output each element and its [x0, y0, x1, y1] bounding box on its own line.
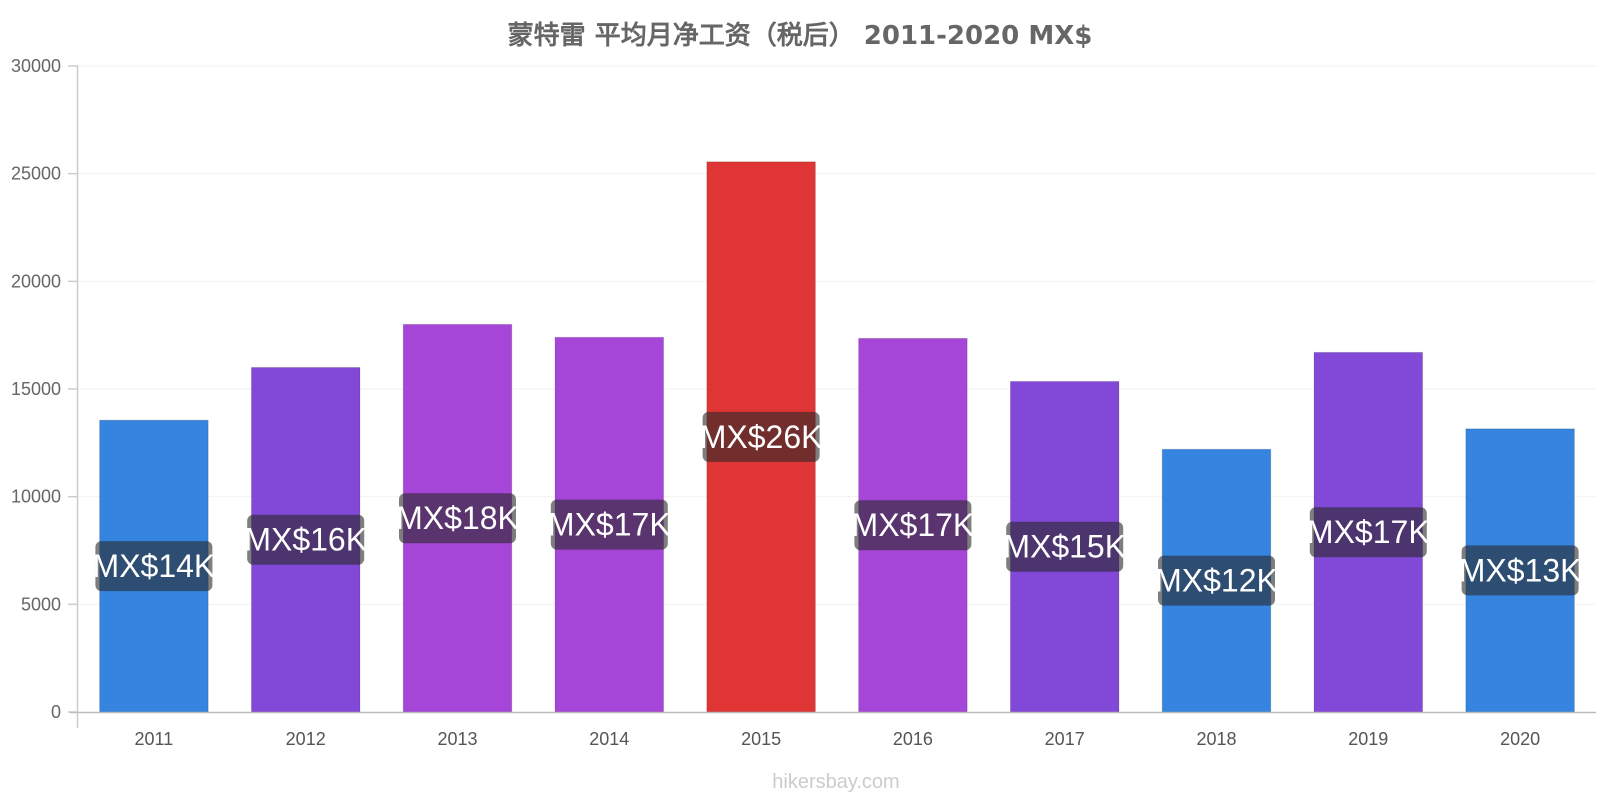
- bars: [99, 161, 1575, 713]
- y-tick-label: 30000: [11, 56, 61, 76]
- data-label-box: [550, 499, 668, 550]
- y-tick-label: 20000: [11, 271, 61, 291]
- x-tick-label: 2012: [286, 729, 326, 749]
- x-tick-label: 2014: [589, 729, 629, 749]
- data-labels: MX$14K MX$16K MX$18K MX$17K MX$26K MX$17K MX$1…: [93, 411, 1582, 606]
- chart-title: 蒙特雷 平均月净工资（税后） 2011-2020 MX$: [508, 20, 1093, 51]
- x-tick-label: 2016: [893, 729, 933, 749]
- source-credit: hikersbay.com: [772, 771, 899, 793]
- x-tick-label: 2017: [1045, 729, 1085, 749]
- data-label-box: [854, 500, 972, 551]
- data-label: MX$16K: [244, 522, 367, 558]
- data-label-box: [1309, 507, 1427, 558]
- data-label-box: [702, 411, 820, 462]
- x-tick-label: 2018: [1196, 729, 1236, 749]
- data-label-box: [1006, 521, 1124, 572]
- x-axis-ticks: 2011 2012 2013 2014 2015 2016 2017 2018 2019 2020: [135, 729, 1541, 749]
- y-tick-label: 25000: [11, 164, 61, 184]
- data-label-box: [247, 514, 365, 565]
- y-tick-label: 15000: [11, 379, 61, 399]
- data-label: MX$17K: [852, 507, 975, 543]
- y-axis-ticks: 0 5000 10000 15000 20000 25000 30000: [11, 56, 78, 722]
- data-label-box: [1158, 555, 1275, 606]
- x-tick-label: 2020: [1500, 729, 1540, 749]
- y-tick-label: 5000: [21, 594, 61, 614]
- data-label: MX$13K: [1459, 552, 1582, 588]
- x-tick-label: 2019: [1348, 729, 1388, 749]
- data-label-box: [399, 493, 516, 544]
- data-label: MX$17K: [548, 507, 671, 543]
- data-label: MX$12K: [1155, 563, 1278, 599]
- data-label: MX$17K: [1307, 514, 1430, 550]
- x-tick-label: 2013: [437, 729, 477, 749]
- data-label-box: [1461, 545, 1579, 596]
- y-tick-label: 10000: [11, 487, 61, 507]
- data-label: MX$15K: [1003, 529, 1126, 565]
- y-tick-label: 0: [51, 702, 61, 722]
- x-tick-label: 2011: [135, 729, 174, 749]
- data-label-box: [95, 541, 213, 592]
- data-label: MX$26K: [700, 419, 823, 455]
- data-label: MX$14K: [93, 548, 216, 584]
- x-tick-label: 2015: [741, 729, 781, 749]
- data-label: MX$18K: [396, 500, 519, 536]
